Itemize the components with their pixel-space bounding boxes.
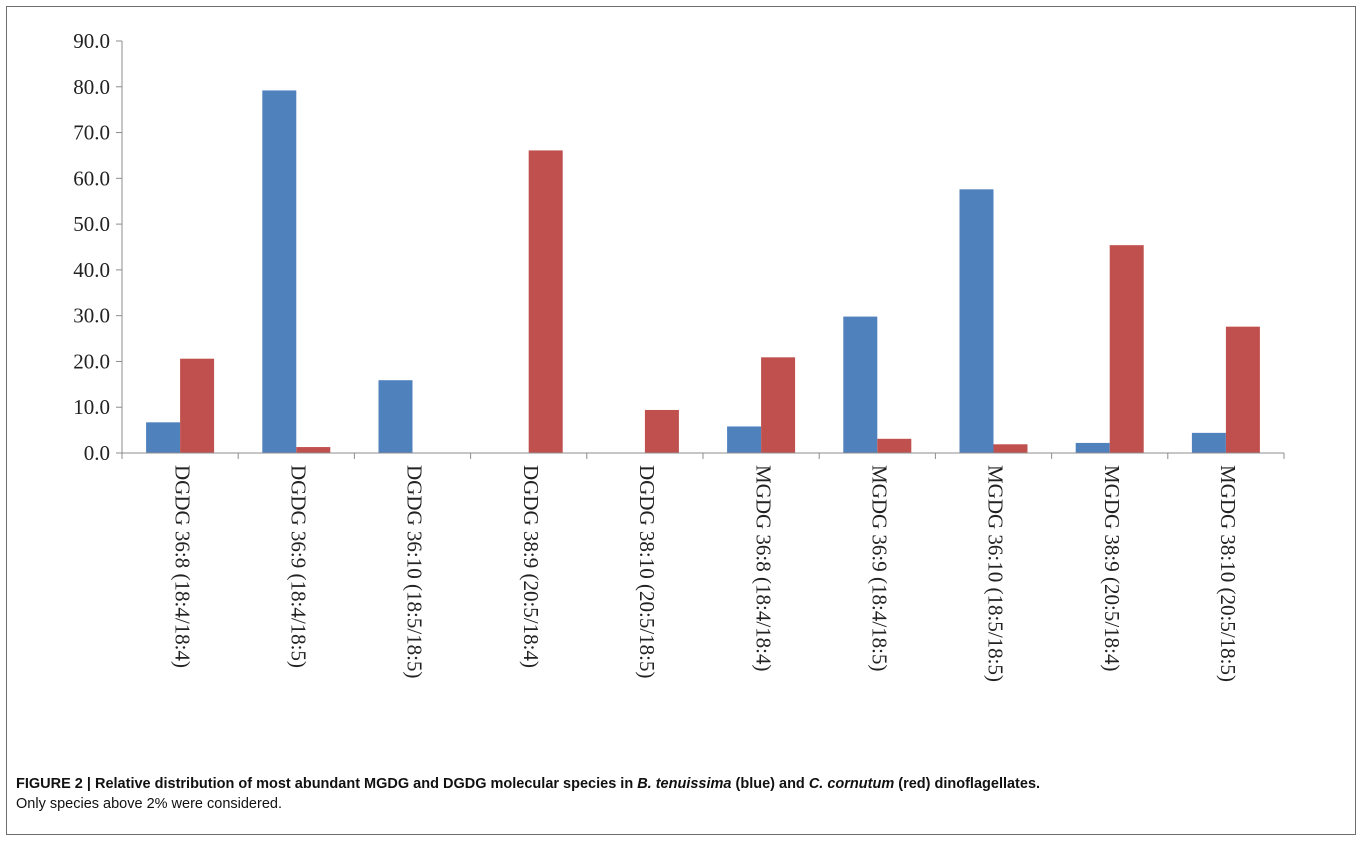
bar-series-2-9 — [1109, 245, 1144, 453]
x-category-label: DGDG 36:8 (18:4/18:4) — [170, 465, 194, 668]
y-tick-label: 70.0 — [73, 121, 110, 145]
x-axis: DGDG 36:8 (18:4/18:4) DGDG 36:9 (18:4/18:… — [121, 452, 1285, 682]
x-category-label: MGDG 36:8 (18:4/18:4) — [751, 465, 775, 672]
bar-series-1-10 — [1191, 432, 1226, 453]
bar-series-2-6 — [761, 357, 796, 453]
bar-series-1-8 — [959, 189, 994, 453]
x-category-label: DGDG 38:9 (20:5/18:4) — [519, 465, 543, 668]
caption-note: Only species above 2% were considered. — [16, 796, 282, 812]
x-category-label: DGDG 38:10 (20:5/18:5) — [635, 465, 659, 679]
x-category-label: DGDG 36:9 (18:4/18:5) — [286, 465, 310, 668]
caption-lead: FIGURE 2 | Relative distribution of most… — [16, 776, 638, 792]
caption-species-1: B. tenuissima — [637, 776, 732, 792]
bar-series-1-1 — [146, 422, 181, 453]
x-category-label: MGDG 36:10 (18:5/18:5) — [984, 465, 1008, 682]
bar-series-1-9 — [1075, 442, 1110, 453]
y-tick-label: 20.0 — [73, 349, 110, 373]
y-axis: 0.0 10.0 20.0 30.0 40.0 50.0 60.0 70.0 80.0 90.0 — [73, 29, 123, 465]
y-tick-label: 30.0 — [73, 304, 110, 328]
x-category-label: MGDG 38:10 (20:5/18:5) — [1216, 465, 1240, 682]
bar-chart: 0.010.020.030.040.050.060.070.080.090.0 … — [73, 29, 1285, 682]
x-category-label: MGDG 36:9 (18:4/18:5) — [867, 465, 891, 672]
bar-series-2-4 — [528, 150, 563, 454]
y-tick-label: 80.0 — [73, 75, 110, 99]
caption-species-2: C. cornutum — [808, 776, 895, 792]
bar-series-2-8 — [993, 444, 1028, 453]
y-tick-label: 60.0 — [73, 166, 110, 190]
bar-series-2-5 — [644, 409, 679, 453]
bar-series-2-10 — [1225, 326, 1260, 453]
bar-series-1-2 — [262, 90, 297, 453]
y-tick-label: 40.0 — [73, 258, 110, 282]
bar-series-1-7 — [843, 316, 878, 453]
bar-series-2-1 — [180, 358, 215, 453]
y-tick-label: 90.0 — [73, 29, 110, 53]
y-tick-label: 10.0 — [73, 395, 110, 419]
caption-mid-1: (blue) and — [731, 776, 809, 792]
bar-series-1-3 — [378, 380, 413, 453]
caption-mid-2: (red) dinoflagellates. — [894, 776, 1041, 792]
bar-series-2-2 — [296, 447, 331, 453]
figure-caption: FIGURE 2 | Relative distribution of most… — [16, 774, 1346, 814]
x-category-label: DGDG 36:10 (18:5/18:5) — [403, 465, 427, 679]
y-tick-label: 50.0 — [73, 212, 110, 236]
bar-series-1-6 — [727, 426, 762, 453]
x-category-label: MGDG 38:9 (20:5/18:4) — [1100, 465, 1124, 672]
bars — [146, 90, 1260, 454]
bar-series-2-7 — [877, 438, 912, 453]
y-tick-label: 0.0 — [84, 441, 110, 465]
